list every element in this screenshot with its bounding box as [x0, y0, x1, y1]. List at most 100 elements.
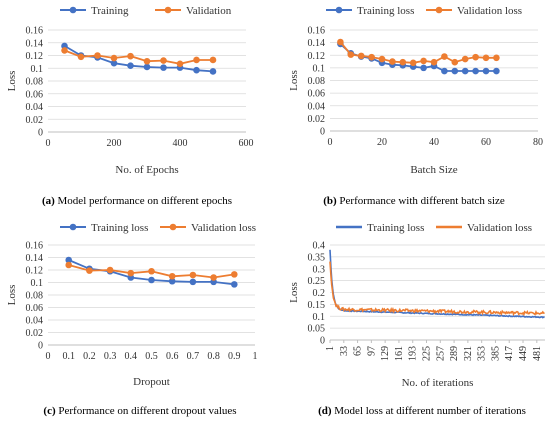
y-tick-label: 0.3 [313, 264, 326, 275]
x-tick-label: 0 [46, 351, 51, 362]
data-point [441, 53, 448, 60]
caption-label: (a) [42, 195, 55, 207]
y-tick-label: 0.1 [31, 64, 44, 75]
series-line-training [329, 249, 545, 319]
x-tick-label: 60 [481, 137, 491, 148]
data-point [77, 53, 85, 61]
data-point [209, 68, 217, 75]
x-tick-label: 353 [477, 346, 488, 361]
x-tick-label: 0 [328, 137, 333, 148]
data-point [210, 274, 217, 281]
y-tick-label: 0.25 [308, 276, 326, 287]
x-tick-label: 0 [46, 138, 51, 149]
y-tick-label: 0.06 [308, 89, 326, 100]
data-point [110, 59, 118, 67]
data-point [409, 59, 417, 67]
data-point [430, 58, 438, 66]
y-axis-label: Loss [6, 285, 18, 306]
y-tick-label: 0.14 [308, 38, 326, 49]
legend-label: Training loss [91, 222, 148, 234]
x-tick-label: 129 [380, 346, 391, 361]
x-tick-label: 193 [408, 346, 419, 361]
x-tick-label: 289 [449, 346, 460, 361]
y-tick-label: 0.12 [26, 51, 44, 62]
data-point [168, 272, 176, 280]
data-point [189, 278, 197, 286]
data-point [482, 54, 490, 62]
data-point [472, 53, 479, 61]
data-point [110, 54, 118, 62]
legend-label: Validation loss [457, 5, 522, 17]
x-tick-label: 257 [435, 346, 446, 361]
figure-caption: (d) Model loss at different number of it… [318, 405, 526, 417]
x-tick-label: 417 [504, 346, 515, 361]
data-point [193, 56, 200, 64]
y-axis-label: Loss [288, 282, 300, 303]
legend-label: Validation loss [467, 222, 532, 234]
data-point [61, 47, 68, 54]
x-axis-label: Dropout [133, 376, 170, 388]
x-tick-label: 225 [422, 346, 433, 361]
data-point [94, 52, 101, 59]
x-tick-label: 0.1 [62, 351, 75, 362]
data-point [127, 62, 134, 69]
data-point [493, 67, 500, 75]
data-point [176, 60, 184, 68]
x-tick-label: 600 [239, 138, 254, 149]
y-tick-label: 0.12 [308, 51, 326, 62]
x-tick-label: 0.5 [145, 351, 158, 362]
y-tick-label: 0.02 [308, 114, 326, 125]
y-axis-label: Loss [6, 71, 18, 92]
series-line-validation [329, 261, 545, 317]
chart-panel-b: 0 0.02 0.040.06 0.08 0.10.12 0.140.16 0 20 40 60 8… [288, 5, 543, 207]
x-tick-label: 0.7 [187, 351, 200, 362]
x-tick-label: 400 [173, 138, 188, 149]
y-tick-label: 0.2 [313, 288, 326, 299]
y-axis-label: Loss [288, 70, 300, 91]
data-point [368, 53, 375, 61]
data-point [86, 267, 93, 274]
data-point [441, 67, 448, 75]
x-tick-label: 0.8 [207, 351, 220, 362]
y-tick-label: 0.06 [26, 89, 44, 100]
y-tick-label: 0.1 [313, 63, 326, 74]
series-line-validation [339, 41, 497, 64]
caption-text: Model performance on different epochs [55, 195, 232, 207]
x-tick-label: 33 [339, 346, 350, 356]
y-tick-label: 0.04 [308, 101, 326, 112]
chart-panel-d: 00.050.10.150.20.250.30.350.41 33 65 97 129 1… [288, 222, 545, 417]
data-point [337, 38, 344, 46]
data-point [193, 66, 200, 74]
y-tick-label: 0.16 [26, 26, 44, 37]
x-tick-label: 0.6 [166, 351, 179, 362]
x-axis-label: No. of iterations [402, 377, 474, 389]
data-point [461, 67, 469, 75]
x-tick-label: 200 [107, 138, 122, 149]
legend-marker [169, 223, 177, 231]
y-tick-label: 0.08 [26, 77, 44, 88]
data-point [420, 57, 427, 65]
caption-label: (b) [323, 195, 337, 207]
data-point [127, 52, 134, 60]
data-point [399, 58, 407, 66]
x-tick-label: 449 [518, 346, 529, 361]
caption-text: Performance with different batch size [337, 195, 505, 207]
data-point [461, 55, 469, 63]
x-tick-label: 385 [490, 346, 501, 361]
y-tick-label: 0.08 [308, 76, 326, 87]
series-line-training [339, 43, 497, 72]
caption-label: (d) [318, 405, 332, 417]
data-point [160, 57, 167, 64]
chart-panel-a: 0 0.02 0.04 0.060.08 0.1 0.12 0.140.16 0 200 400 6… [6, 5, 254, 207]
y-tick-label: 0.4 [313, 241, 326, 252]
legend-label: Validation [186, 5, 232, 17]
y-tick-label: 0 [38, 128, 43, 139]
data-point [378, 55, 386, 63]
legend-label: Training loss [367, 222, 424, 234]
data-point [65, 256, 72, 264]
x-tick-label: 65 [353, 346, 364, 356]
y-tick-label: 0.12 [26, 266, 44, 277]
y-tick-label: 0.04 [26, 316, 44, 327]
data-point [65, 261, 72, 269]
y-tick-label: 0.08 [26, 291, 44, 302]
